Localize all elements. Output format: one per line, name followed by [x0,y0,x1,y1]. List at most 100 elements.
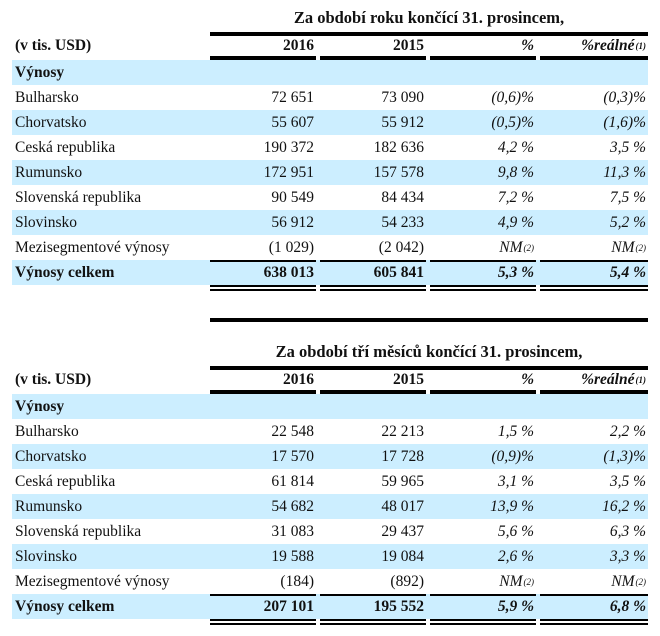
cell-2015: 54 233 [316,210,426,235]
table-row: Slovinsko 19 588 19 084 2,6 % 3,3 % [12,544,648,569]
row-label: Mezisegmentové výnosy [15,238,170,256]
section-row: Výnosy [12,394,648,419]
cell-pct: 13,9 % [426,494,536,519]
cell-value: 5,4 % [609,263,646,281]
cell-pct-real: (0,3)% [536,85,648,110]
cell-2016: 207 101 [210,594,316,625]
cell-value: 195 552 [373,597,424,615]
cell-pct: 3,1 % [426,469,536,494]
row-label: Slovinsko [15,547,78,565]
cell-value: (0,5)% [491,113,534,131]
cell-pct-real: 2,2 % [536,419,648,444]
cell-value: 61 814 [271,472,314,490]
header-col-4: %reálné (1) [536,35,648,60]
cell-value: 4,2 % [497,138,534,156]
cell-pct-real: 6,3 % [536,519,648,544]
cell-value: 84 434 [381,188,424,206]
table-row: Chorvatsko 55 607 55 912 (0,5)% (1,6)% [12,110,648,135]
table-row: Slovenská republika 90 549 84 434 7,2 % 7,5 … [12,185,648,210]
cell-value: 3,3 % [609,547,646,565]
header-unit-label: (v tis. USD) [15,37,92,54]
header-label: %reálné [581,371,635,388]
cell-2015: 73 090 [316,85,426,110]
row-label: Bulharsko [15,88,79,106]
footnote-marker: (2) [523,576,535,587]
header-col-4: %reálné (1) [536,369,648,394]
cell-value: 13,9 % [490,497,534,515]
row-label: Ceská republika [15,138,116,156]
title-rule [210,366,648,370]
cell-value: 6,3 % [609,522,646,540]
cell-2016: 31 083 [210,519,316,544]
header-col-1: 2016 [210,35,316,60]
cell-pct-real: 7,5 % [536,185,648,210]
cell-pct-real: 3,5 % [536,135,648,160]
cell-pct-real: NM (2) [536,569,648,594]
cell-pct-real: 5,4 % [536,260,648,291]
footnote-marker: (1) [635,375,647,385]
cell-pct-real: 5,2 % [536,210,648,235]
cell-2015: 59 965 [316,469,426,494]
cell-value: (1,6)% [603,113,646,131]
cell-value: (0,9)% [491,447,534,465]
cell-value: 190 372 [263,138,314,156]
cell-pct: 7,2 % [426,185,536,210]
header-label: 2016 [283,37,314,54]
cell-value: 9,8 % [497,163,534,181]
cell-value: 17 728 [381,447,424,465]
header-col-3: % [426,369,536,394]
cell-value: 2,2 % [609,422,646,440]
cell-2016: (184) [210,569,316,594]
cell-value: 90 549 [271,188,314,206]
cell-pct-real: 11,3 % [536,160,648,185]
table-row: Chorvatsko 17 570 17 728 (0,9)% (1,3)% [12,444,648,469]
cell-value: 5,3 % [497,263,534,281]
footnote-marker: (2) [635,576,647,587]
header-row: (v tis. USD) 2016 2015% %reálné (1) [12,369,648,394]
cell-pct: (0,5)% [426,110,536,135]
cell-value: 1,5 % [497,422,534,440]
row-label: Chorvatsko [15,113,87,131]
cell-value: 19 588 [271,547,314,565]
cell-value: NM [499,572,523,590]
cell-value: 3,5 % [609,472,646,490]
table-row: Rumunsko 54 682 48 017 13,9 % 16,2 % [12,494,648,519]
cell-value: 172 951 [263,163,314,181]
cell-2016: 54 682 [210,494,316,519]
row-label: Chorvatsko [15,447,87,465]
table-row: Bulharsko 22 548 22 213 1,5 % 2,2 % [12,419,648,444]
cell-2015: 84 434 [316,185,426,210]
cell-value: 55 607 [271,113,314,131]
row-label: Rumunsko [15,497,83,515]
header-col-2: 2015 [316,35,426,60]
row-label: Mezisegmentové výnosy [15,572,170,590]
cell-pct: (0,6)% [426,85,536,110]
cell-value: 17 570 [271,447,314,465]
table-row: Rumunsko 172 951 157 578 9,8 % 11,3 % [12,160,648,185]
cell-2016: (1 029) [210,235,316,260]
row-label: Výnosy celkem [15,597,115,615]
cell-value: NM [499,238,523,256]
cell-2015: 48 017 [316,494,426,519]
cell-pct-real: 3,3 % [536,544,648,569]
cell-2016: 56 912 [210,210,316,235]
header-label: 2015 [393,371,424,388]
header-row: (v tis. USD) 2016 2015% %reálné (1) [12,35,648,60]
table-row: Ceská republika 190 372 182 636 4,2 % 3,5 % [12,135,648,160]
table-row: Ceská republika 61 814 59 965 3,1 % 3,5 % [12,469,648,494]
header-unit-label: (v tis. USD) [15,371,92,388]
total-row: Výnosy celkem 638 013 605 841 5,3 % 5,4 % [12,260,648,291]
cell-2015: 55 912 [316,110,426,135]
cell-pct: (0,9)% [426,444,536,469]
cell-pct: 4,9 % [426,210,536,235]
header-label: % [521,371,534,388]
cell-value: (1,3)% [603,447,646,465]
cell-pct-real: (1,3)% [536,444,648,469]
cell-pct: 4,2 % [426,135,536,160]
row-label: Rumunsko [15,163,83,181]
cell-2015: 157 578 [316,160,426,185]
cell-value: 182 636 [373,138,424,156]
table-row: Slovenská republika 31 083 29 437 5,6 % 6,3 … [12,519,648,544]
cell-value: 2,6 % [497,547,534,565]
cell-value: 22 548 [271,422,314,440]
